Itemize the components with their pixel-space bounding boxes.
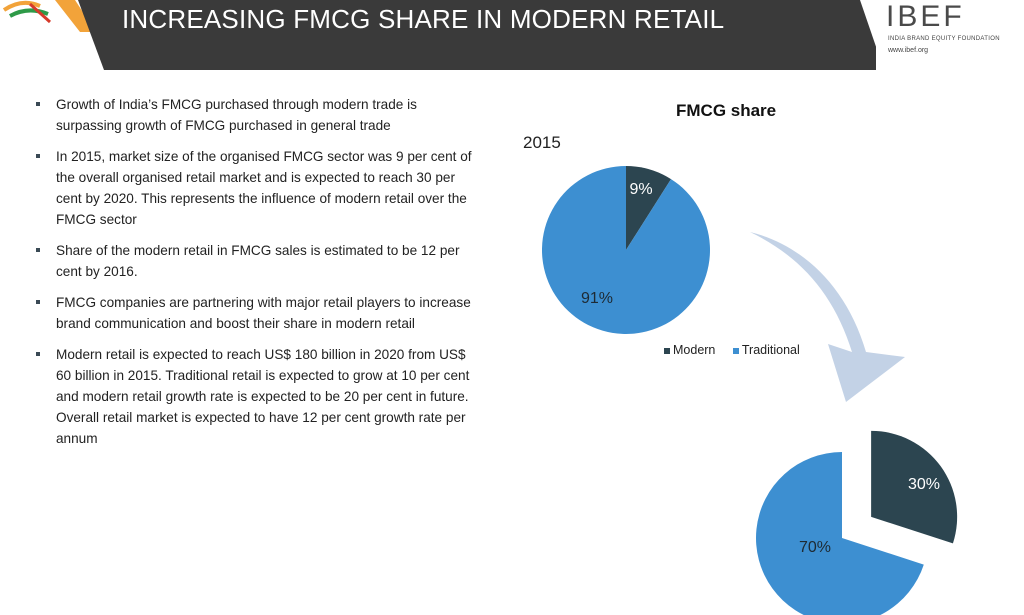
bullet-item: Share of the modern retail in FMCG sales… bbox=[34, 240, 484, 282]
pie-slice-modern bbox=[871, 430, 958, 544]
logo-subtitle: INDIA BRAND EQUITY FOUNDATION bbox=[888, 36, 1000, 42]
chart-legend: Modern Traditional bbox=[664, 343, 814, 357]
bullet-item: FMCG companies are partnering with major… bbox=[34, 292, 484, 334]
legend-swatch-traditional bbox=[732, 347, 739, 354]
data-label-modern: 9% bbox=[629, 181, 652, 198]
ibef-logo[interactable]: IBEF bbox=[886, 0, 965, 33]
legend-label: Traditional bbox=[741, 343, 800, 357]
chart-title: FMCG share bbox=[676, 101, 777, 120]
header-bar bbox=[78, 0, 876, 70]
accent-stripe bbox=[55, 0, 96, 32]
bullet-item: Modern retail is expected to reach US$ 1… bbox=[34, 344, 484, 449]
pie-chart-2015: 9% 91% bbox=[541, 165, 710, 335]
transition-arrow-icon bbox=[750, 232, 905, 402]
pie-slice-traditional bbox=[756, 452, 924, 615]
bullet-list: Growth of India’s FMCG purchased through… bbox=[34, 94, 484, 459]
slide-header: INCREASING FMCG SHARE IN MODERN RETAIL I… bbox=[0, 0, 1024, 70]
legend-label: Modern bbox=[673, 343, 716, 357]
header-banner bbox=[0, 0, 1024, 70]
pie-slice-traditional bbox=[541, 165, 710, 335]
legend-item-modern: Modern bbox=[664, 343, 715, 357]
logo-url[interactable]: www.ibef.org bbox=[888, 47, 929, 54]
pie-slice-modern bbox=[626, 166, 672, 250]
legend-swatch-modern bbox=[664, 347, 670, 354]
page-title: INCREASING FMCG SHARE IN MODERN RETAIL bbox=[122, 4, 725, 34]
data-label-traditional: 91% bbox=[581, 290, 613, 307]
data-label-modern: 30% bbox=[908, 476, 940, 493]
bullet-item: In 2015, market size of the organised FM… bbox=[34, 146, 484, 230]
logo-swoosh-icon bbox=[2, 0, 52, 24]
data-label-traditional: 70% bbox=[799, 539, 831, 556]
pie-chart-2020: 30% 70% bbox=[756, 430, 958, 615]
legend-item-traditional: Traditional bbox=[732, 343, 800, 357]
bullet-item: Growth of India’s FMCG purchased through… bbox=[34, 94, 484, 136]
chart-year-label: 2015 bbox=[523, 133, 561, 152]
